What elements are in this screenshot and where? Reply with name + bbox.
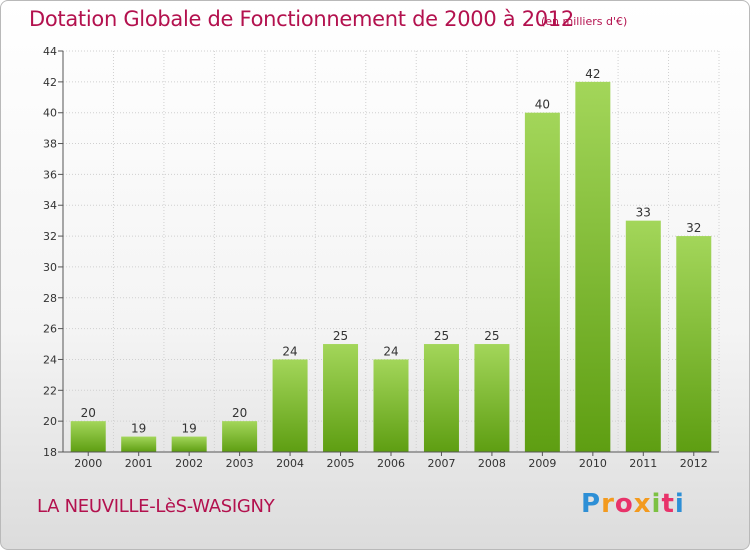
bar [222, 421, 258, 452]
axis-layer: 18 20 22 24 26 28 30 32 34 36 38 40 42 44 2000 2001 2002… [43, 45, 719, 470]
data-label: 42 [585, 67, 600, 81]
data-label: 19 [182, 422, 197, 436]
bars-layer [70, 81, 712, 452]
bar [474, 344, 510, 452]
y-tick-label: 44 [43, 45, 57, 58]
y-tick-label: 24 [43, 353, 57, 366]
unit-label: (en milliers d'€) [541, 15, 628, 28]
x-tick-label: 2002 [175, 457, 203, 470]
bar [373, 359, 409, 452]
data-labels-layer: 20 19 19 20 24 25 24 25 25 40 42 33 32 [81, 67, 702, 436]
data-label: 25 [333, 329, 348, 343]
y-tick-label: 40 [43, 107, 57, 120]
x-tick-label: 2003 [226, 457, 254, 470]
x-tick-label: 2000 [74, 457, 102, 470]
y-tick-label: 28 [43, 292, 57, 305]
bar [121, 436, 157, 452]
x-tick-label: 2004 [276, 457, 304, 470]
y-tick-label: 20 [43, 415, 57, 428]
logo-letter: r [601, 489, 615, 519]
logo-letter: i [674, 489, 685, 519]
bar [575, 81, 611, 452]
x-tick-label: 2010 [579, 457, 607, 470]
data-label: 24 [282, 344, 297, 358]
bar [323, 344, 359, 452]
y-tick-label: 30 [43, 261, 57, 274]
data-label: 25 [484, 329, 499, 343]
data-label: 19 [131, 422, 146, 436]
bar [171, 436, 207, 452]
commune-name: LA NEUVILLE-LèS-WASIGNY [37, 496, 275, 517]
data-label: 24 [383, 344, 398, 358]
logo-letter: i [651, 489, 662, 519]
logo-letter: o [614, 489, 634, 519]
chart-title: Dotation Globale de Fonctionnement de 20… [29, 7, 574, 31]
bar [524, 112, 560, 452]
y-tick-label: 26 [43, 323, 57, 336]
y-tick-label: 34 [43, 199, 57, 212]
y-tick-label: 36 [43, 168, 57, 181]
proxiti-logo[interactable]: Proxiti [581, 489, 685, 519]
logo-letter: P [581, 489, 602, 519]
y-tick-label: 42 [43, 76, 57, 89]
x-tick-label: 2005 [327, 457, 355, 470]
x-tick-label: 2009 [528, 457, 556, 470]
x-tick-label: 2001 [125, 457, 153, 470]
x-tick-label: 2008 [478, 457, 506, 470]
y-tick-label: 38 [43, 138, 57, 151]
data-label: 25 [434, 329, 449, 343]
logo-letter: x [633, 489, 652, 519]
x-tick-label: 2006 [377, 457, 405, 470]
bar [272, 359, 308, 452]
x-tick-label: 2007 [427, 457, 455, 470]
y-tick-label: 22 [43, 384, 57, 397]
logo-letter: t [661, 489, 675, 519]
y-tick-label: 32 [43, 230, 57, 243]
y-tick-label: 18 [43, 446, 57, 459]
bar [676, 236, 712, 452]
x-tick-label: 2011 [629, 457, 657, 470]
bar [625, 220, 661, 452]
data-label: 20 [232, 406, 247, 420]
data-label: 33 [636, 206, 651, 220]
data-label: 32 [686, 221, 701, 235]
data-label: 40 [535, 98, 550, 112]
bar [423, 344, 459, 452]
data-label: 20 [81, 406, 96, 420]
bar [70, 421, 106, 452]
x-tick-label: 2012 [680, 457, 708, 470]
